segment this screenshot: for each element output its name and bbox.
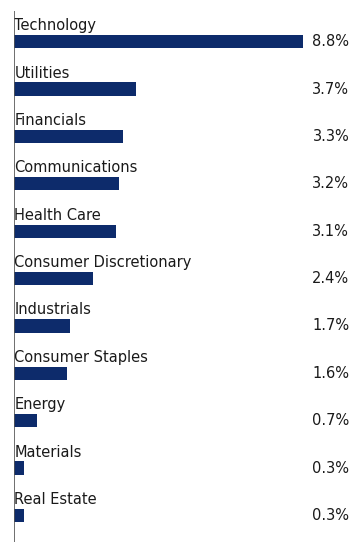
Text: Communications: Communications	[14, 160, 138, 176]
Bar	[14, 225, 116, 238]
Text: Materials: Materials	[14, 445, 82, 459]
Text: 1.7%: 1.7%	[312, 318, 349, 334]
Bar	[14, 366, 67, 380]
Text: Real Estate: Real Estate	[14, 492, 97, 507]
Text: 2.4%: 2.4%	[312, 271, 349, 286]
Text: 0.7%: 0.7%	[312, 413, 349, 428]
Text: 3.3%: 3.3%	[312, 129, 349, 144]
Text: Consumer Discretionary: Consumer Discretionary	[14, 255, 192, 270]
Text: 3.7%: 3.7%	[312, 82, 349, 97]
Text: 0.3%: 0.3%	[312, 508, 349, 523]
Text: 3.1%: 3.1%	[312, 224, 349, 238]
Bar	[14, 272, 93, 285]
Bar	[14, 462, 24, 475]
Text: Health Care: Health Care	[14, 208, 101, 223]
Bar	[14, 509, 24, 522]
Text: 3.2%: 3.2%	[312, 176, 349, 191]
Text: Financials: Financials	[14, 113, 86, 128]
Text: Industrials: Industrials	[14, 302, 91, 317]
Text: 0.3%: 0.3%	[312, 461, 349, 475]
Bar	[14, 130, 123, 143]
Bar	[14, 177, 120, 190]
Text: 1.6%: 1.6%	[312, 366, 349, 381]
Text: Utilities: Utilities	[14, 66, 70, 80]
Bar	[14, 35, 303, 48]
Bar	[14, 319, 70, 333]
Text: 8.8%: 8.8%	[312, 34, 349, 49]
Text: Consumer Staples: Consumer Staples	[14, 350, 148, 365]
Text: Technology: Technology	[14, 18, 96, 33]
Bar	[14, 83, 136, 96]
Bar	[14, 414, 37, 427]
Text: Energy: Energy	[14, 397, 66, 412]
